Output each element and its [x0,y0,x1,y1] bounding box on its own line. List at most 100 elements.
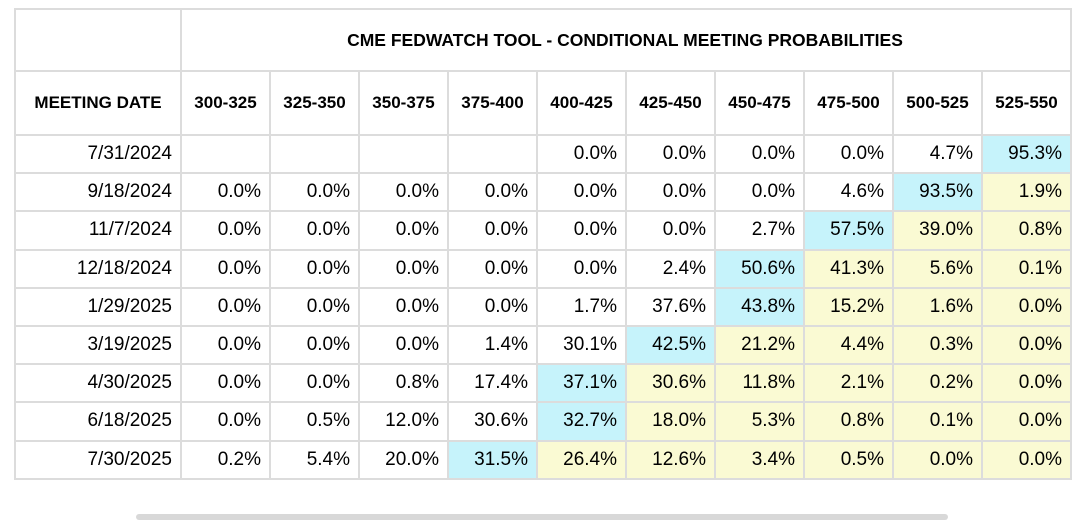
probability-cell: 1.6% [892,286,983,327]
horizontal-scrollbar[interactable] [136,514,948,520]
probability-cell: 57.5% [803,210,894,251]
probability-cell: 0.8% [358,363,449,404]
probability-cell: 12.6% [625,439,716,480]
probability-cell: 39.0% [892,210,983,251]
probability-cell [180,133,271,175]
probability-cell: 0.0% [447,172,538,213]
probability-cell: 41.3% [803,248,894,289]
probability-cell: 0.0% [358,324,449,366]
rate-range-header: 400-425 [536,70,627,136]
meeting-date-cell: 4/30/2025 [14,363,182,404]
fedwatch-table-container: CME FEDWATCH TOOL - CONDITIONAL MEETING … [14,8,1072,480]
probability-cell: 95.3% [981,133,1072,175]
probability-cell: 0.3% [892,324,983,366]
probability-cell: 0.0% [981,401,1072,442]
table-row: 4/30/2025 0.0% 0.0% 0.8% 17.4% 37.1% 30.6% 11.8… [14,363,1072,404]
meeting-date-cell: 7/30/2025 [14,439,182,480]
table-title: CME FEDWATCH TOOL - CONDITIONAL MEETING … [180,8,1072,72]
probability-cell: 0.0% [180,363,271,404]
probability-cell: 5.6% [892,248,983,289]
probability-cell: 0.0% [269,286,360,327]
probability-cell: 37.1% [536,363,627,404]
probability-cell: 1.4% [447,324,538,366]
probability-cell: 0.0% [536,210,627,251]
meeting-date-cell: 6/18/2025 [14,401,182,442]
probability-cell: 0.0% [536,172,627,213]
probability-cell: 0.0% [536,133,627,175]
probability-cell: 0.5% [803,439,894,480]
probability-cell: 0.0% [447,286,538,327]
probability-cell: 4.7% [892,133,983,175]
table-row: 3/19/2025 0.0% 0.0% 0.0% 1.4% 30.1% 42.5% 21.2%… [14,324,1072,366]
probability-cell: 2.1% [803,363,894,404]
probability-cell: 93.5% [892,172,983,213]
probability-cell: 0.0% [358,286,449,327]
probability-cell: 0.0% [714,172,805,213]
probability-cell: 1.7% [536,286,627,327]
probability-cell: 0.0% [180,401,271,442]
table-row: 1/29/2025 0.0% 0.0% 0.0% 0.0% 1.7% 37.6% 43.8% 1… [14,286,1072,327]
probability-cell: 0.0% [180,248,271,289]
probability-cell: 0.0% [447,248,538,289]
table-row: 9/18/2024 0.0% 0.0% 0.0% 0.0% 0.0% 0.0% 0.0% 4.6… [14,172,1072,213]
title-row: CME FEDWATCH TOOL - CONDITIONAL MEETING … [14,8,1072,72]
probability-cell: 0.0% [981,363,1072,404]
probability-cell: 26.4% [536,439,627,480]
probability-cell: 18.0% [625,401,716,442]
rate-range-header: 375-400 [447,70,538,136]
rate-range-header: 450-475 [714,70,805,136]
probability-cell: 30.6% [447,401,538,442]
probability-cell: 0.0% [358,248,449,289]
probability-cell [269,133,360,175]
table-row: 7/30/2025 0.2% 5.4% 20.0% 31.5% 26.4% 12.6% 3.4… [14,439,1072,480]
table-row: 6/18/2025 0.0% 0.5% 12.0% 30.6% 32.7% 18.0% 5.3… [14,401,1072,442]
probability-cell: 0.0% [803,133,894,175]
rate-range-header: 525-550 [981,70,1072,136]
probability-cell: 0.0% [981,324,1072,366]
meeting-date-cell: 1/29/2025 [14,286,182,327]
probability-cell: 0.0% [892,439,983,480]
meeting-date-cell: 3/19/2025 [14,324,182,366]
probability-cell: 31.5% [447,439,538,480]
probability-cell: 20.0% [358,439,449,480]
probability-cell: 5.4% [269,439,360,480]
probability-cell: 0.8% [803,401,894,442]
meeting-date-cell: 11/7/2024 [14,210,182,251]
probability-cell: 0.8% [981,210,1072,251]
probability-cell: 11.8% [714,363,805,404]
probability-cell: 0.0% [269,248,360,289]
probability-cell: 0.0% [625,133,716,175]
probability-cell: 0.0% [180,172,271,213]
probability-cell: 50.6% [714,248,805,289]
table-row: 12/18/2024 0.0% 0.0% 0.0% 0.0% 0.0% 2.4% 50.6% 4… [14,248,1072,289]
table-row: 11/7/2024 0.0% 0.0% 0.0% 0.0% 0.0% 0.0% 2.7% 57.… [14,210,1072,251]
probability-cell: 5.3% [714,401,805,442]
table-row: 7/31/2024 0.0% 0.0% 0.0% 0.0% 4.7% 95.3% [14,133,1072,175]
probability-cell: 17.4% [447,363,538,404]
probability-cell: 0.0% [269,172,360,213]
corner-cell [14,8,182,72]
probability-cell: 0.0% [269,363,360,404]
probability-cell: 30.1% [536,324,627,366]
probability-cell: 2.7% [714,210,805,251]
probability-cell: 4.4% [803,324,894,366]
probability-cell: 0.1% [892,401,983,442]
probability-cell: 12.0% [358,401,449,442]
meeting-date-cell: 12/18/2024 [14,248,182,289]
probability-cell: 0.5% [269,401,360,442]
probability-cell: 0.0% [180,210,271,251]
probability-cell: 0.0% [625,172,716,213]
probability-cell: 42.5% [625,324,716,366]
fedwatch-probability-table: CME FEDWATCH TOOL - CONDITIONAL MEETING … [14,8,1072,480]
probability-cell: 0.0% [269,210,360,251]
meeting-date-header: MEETING DATE [14,70,182,136]
probability-cell: 43.8% [714,286,805,327]
meeting-date-cell: 9/18/2024 [14,172,182,213]
probability-cell: 37.6% [625,286,716,327]
probability-cell: 0.0% [358,210,449,251]
rate-range-header: 500-525 [892,70,983,136]
rate-range-header: 350-375 [358,70,449,136]
probability-cell [447,133,538,175]
probability-cell: 1.9% [981,172,1072,213]
header-row: MEETING DATE 300-325 325-350 350-375 375-40… [14,70,1072,136]
